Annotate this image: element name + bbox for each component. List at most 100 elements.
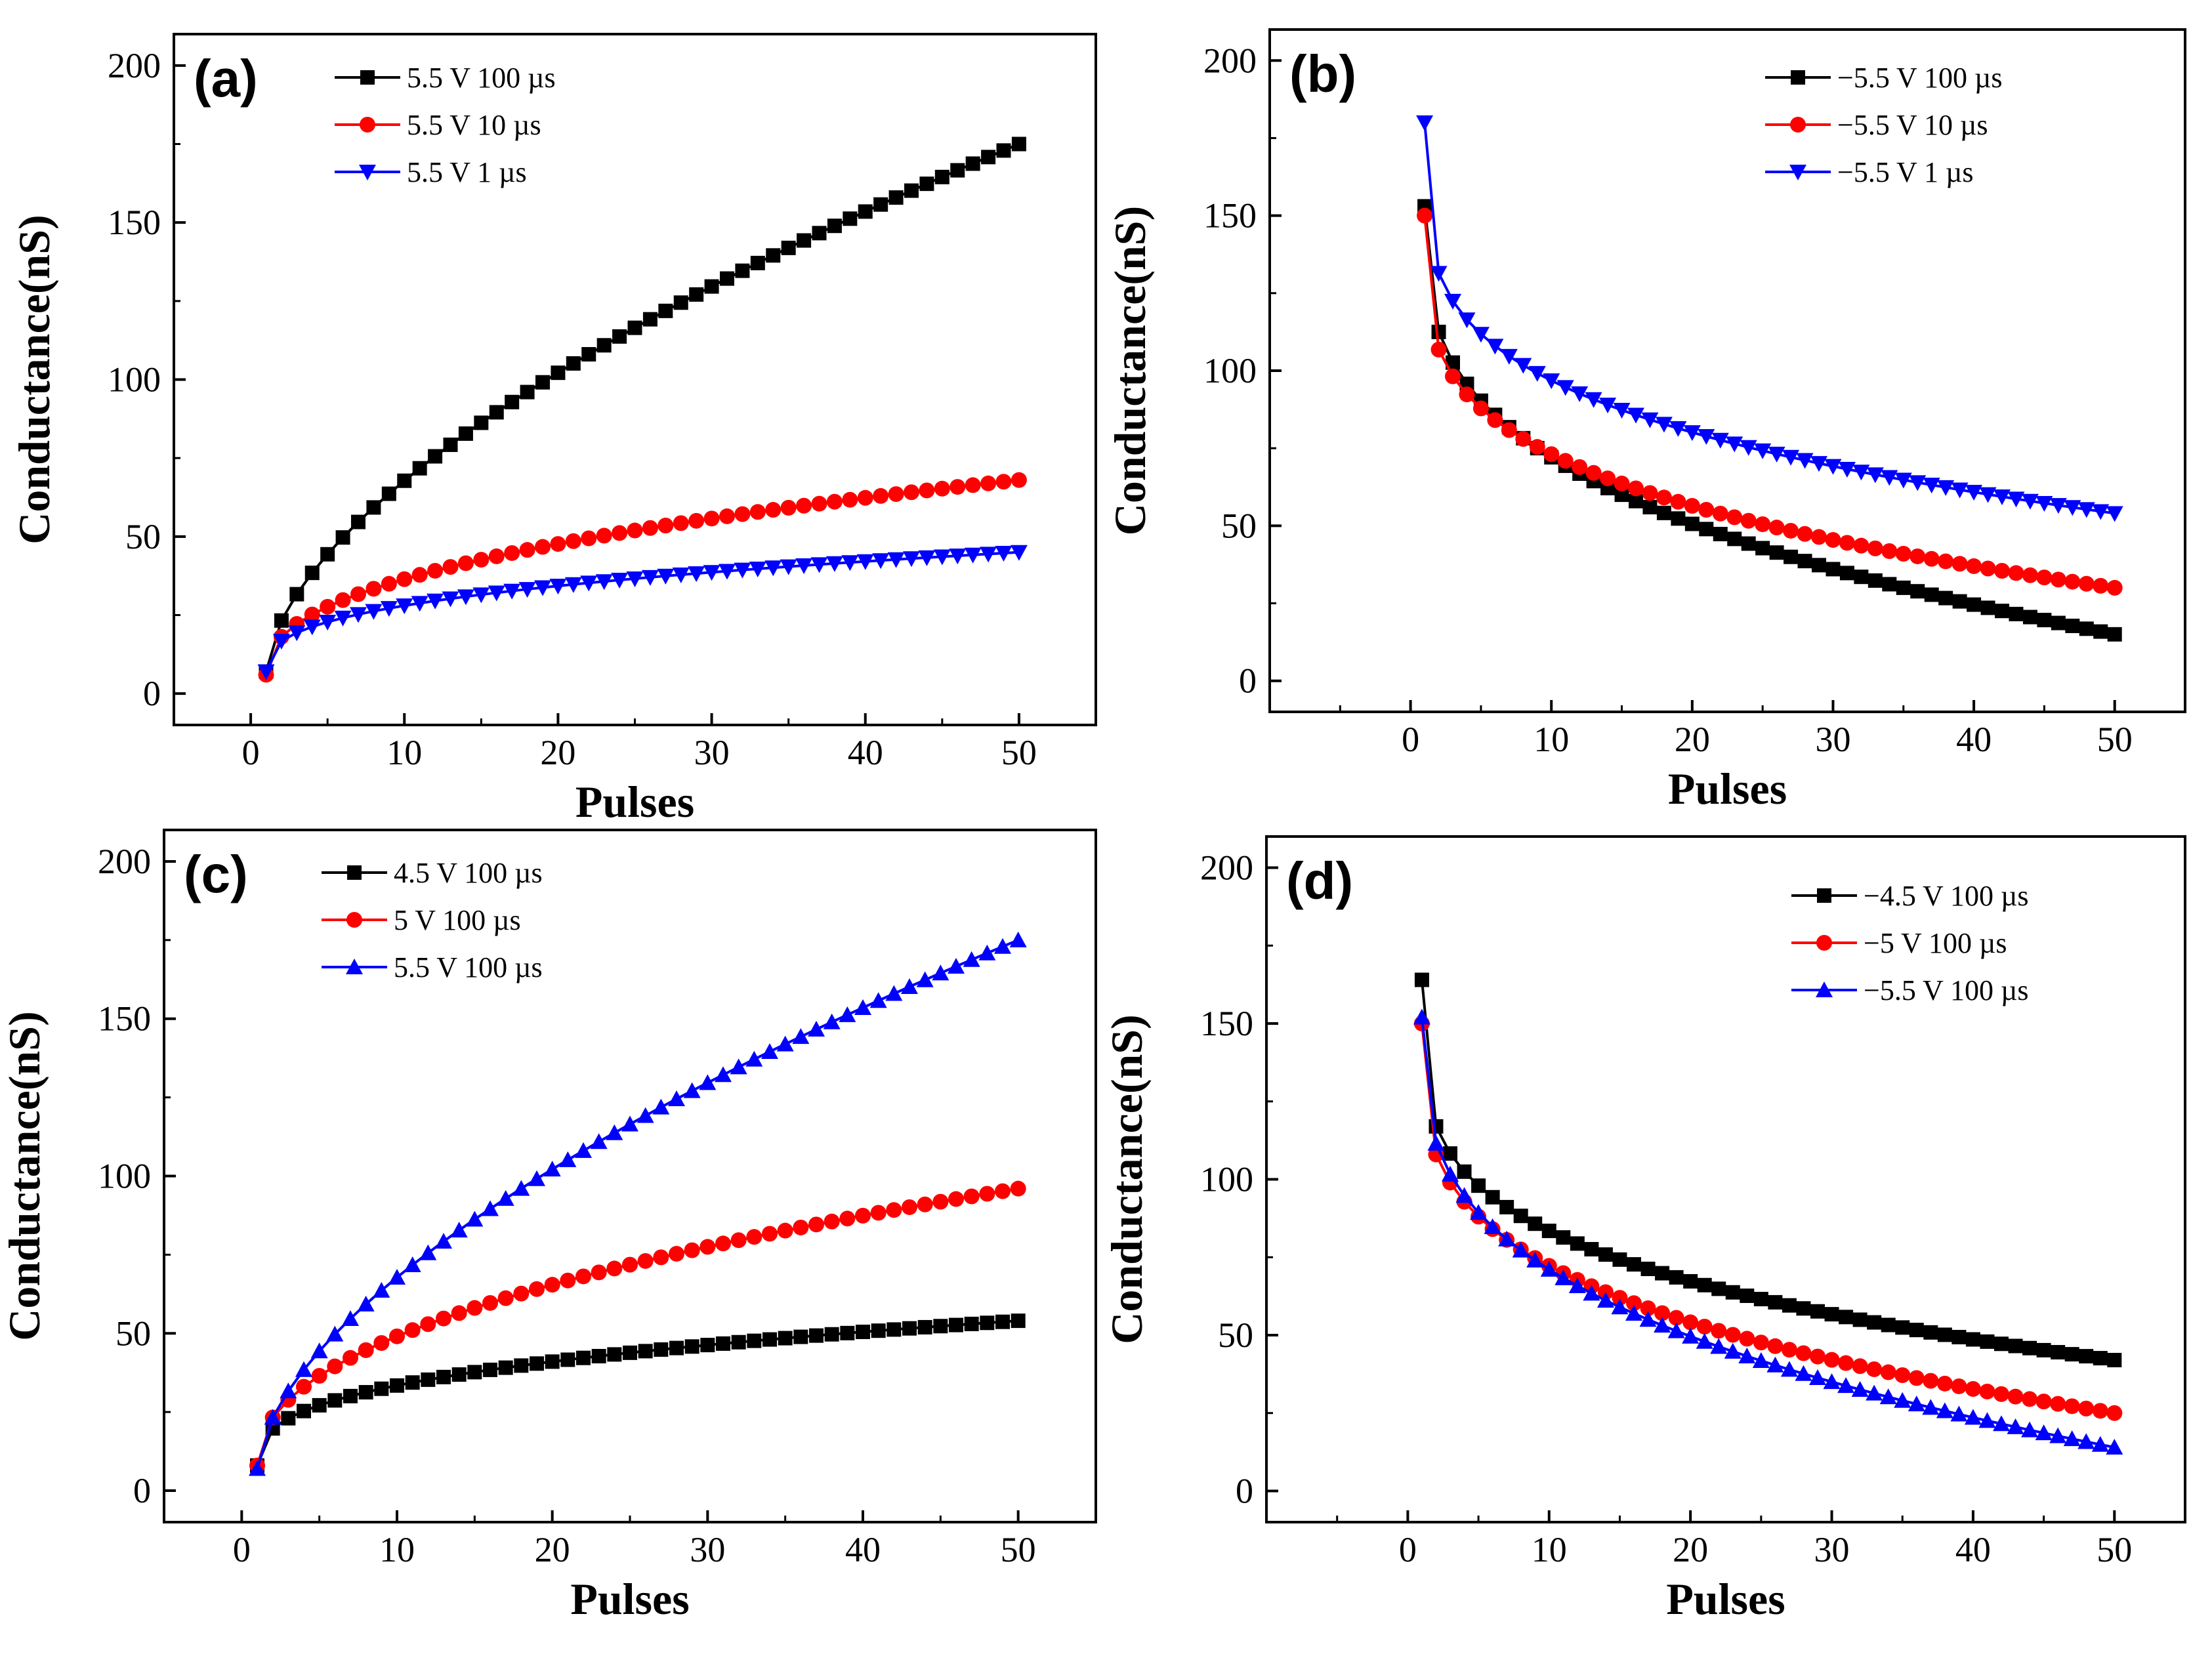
data-point (358, 1385, 373, 1400)
data-point (342, 1310, 359, 1326)
data-point (1682, 1327, 1700, 1344)
data-point (1484, 1218, 1501, 1234)
data-point (358, 1342, 374, 1358)
data-point (550, 536, 566, 552)
x-tick-label: 50 (1001, 1530, 1036, 1569)
data-point (1922, 1399, 1940, 1415)
data-point (809, 1328, 824, 1343)
data-point (1894, 472, 1912, 489)
data-point (1753, 1292, 1768, 1307)
data-point (483, 1362, 497, 1377)
data-point (919, 176, 934, 192)
data-point (823, 1013, 841, 1029)
data-point (904, 183, 919, 198)
data-point (249, 1460, 266, 1476)
data-point (466, 1210, 484, 1227)
y-tick-label: 150 (1203, 196, 1257, 236)
data-point (1459, 386, 1475, 403)
data-point (949, 479, 966, 495)
data-point (1009, 931, 1027, 947)
data-point (1556, 1230, 1571, 1245)
data-point (264, 1409, 282, 1425)
data-point (1655, 417, 1673, 433)
data-point (1824, 1307, 1839, 1322)
data-point (1951, 1330, 1967, 1345)
data-point (297, 1403, 311, 1418)
data-point (1894, 1367, 1911, 1383)
data-point (280, 1382, 297, 1399)
data-point (427, 562, 444, 579)
data-point (734, 506, 751, 522)
data-point (703, 510, 720, 527)
data-point (575, 1142, 592, 1158)
data-point (2007, 1418, 2024, 1434)
data-point (2064, 1347, 2079, 1362)
data-point (512, 1180, 530, 1196)
data-point (901, 978, 918, 995)
data-point (793, 1219, 809, 1235)
data-point (1951, 556, 1968, 572)
data-point (1753, 1334, 1769, 1351)
legend-entry: 5.5 V 10 µs (335, 109, 541, 141)
data-point (1980, 560, 1996, 577)
data-point (730, 1058, 747, 1075)
data-point (2009, 606, 2024, 621)
data-point (1727, 531, 1742, 547)
x-tick-label: 50 (1001, 733, 1037, 772)
data-point (1739, 1331, 1755, 1347)
data-point (1740, 440, 1757, 456)
chart-panel-b: 0 10 20 30 40 50 0 50 100 150 200 Pulses Conductance… (1105, 28, 2186, 814)
data-point (636, 1107, 654, 1123)
data-point (1768, 1294, 1783, 1310)
data-point (1809, 1369, 1826, 1386)
data-point (596, 527, 612, 544)
data-point (327, 1393, 343, 1408)
data-point (2079, 1349, 2094, 1364)
legend-label: 5 V 100 µs (394, 904, 521, 936)
data-point (289, 587, 304, 602)
data-point (1417, 207, 1433, 224)
data-point (808, 1020, 825, 1037)
data-point (1767, 1338, 1784, 1354)
data-point (327, 1358, 343, 1375)
data-point (467, 1300, 483, 1316)
data-point (581, 346, 596, 362)
data-point (917, 1319, 932, 1334)
data-point (1543, 373, 1560, 390)
data-point (747, 1333, 762, 1348)
data-point (2077, 502, 2095, 518)
data-point (700, 1338, 715, 1353)
data-point (380, 601, 398, 617)
data-point (1430, 266, 1448, 282)
data-point (1670, 493, 1686, 510)
data-point (950, 163, 965, 178)
data-point (2037, 613, 2052, 628)
data-point (887, 552, 905, 568)
y-tick-label: 200 (1203, 41, 1257, 80)
data-point (963, 951, 980, 967)
data-point (856, 554, 874, 570)
data-point (1568, 1277, 1586, 1293)
data-point (343, 1350, 358, 1366)
series-1 (249, 1180, 1026, 1474)
data-point (1613, 403, 1631, 419)
x-tick-label: 10 (386, 733, 422, 772)
data-point (668, 1090, 685, 1107)
y-tick-label: 50 (1221, 506, 1257, 545)
data-point (498, 1360, 513, 1375)
data-point (505, 394, 520, 409)
data-point (1769, 545, 1784, 560)
legend-label: −5.5 V 100 µs (1837, 62, 2002, 94)
data-point (1966, 558, 1982, 574)
data-point (2106, 506, 2123, 522)
data-point (365, 604, 383, 620)
data-point (857, 489, 873, 506)
data-point (530, 1356, 544, 1371)
data-point (917, 1196, 933, 1212)
x-tick-label: 40 (1956, 720, 1992, 759)
x-tick-label: 30 (690, 1530, 725, 1569)
data-point (995, 1314, 1010, 1329)
data-point (657, 568, 675, 585)
data-point (948, 957, 965, 974)
data-point (482, 1294, 498, 1311)
